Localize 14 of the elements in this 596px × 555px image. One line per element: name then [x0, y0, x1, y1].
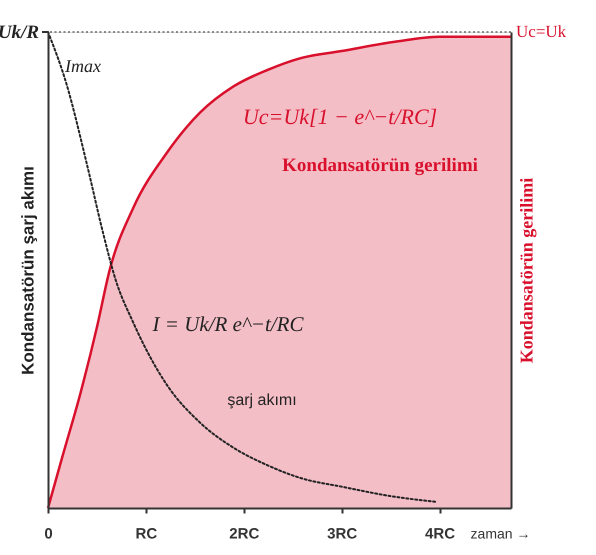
x-tick-label: 0	[44, 526, 53, 542]
series-label: Kondansatörün gerilimi	[282, 155, 478, 176]
y-axis-title: Kondansatörün şarj akımı	[18, 166, 38, 375]
x-axis-title: zaman →	[470, 526, 530, 542]
x-tick-label: 4RC	[425, 526, 456, 542]
annotation: Uc=Uk[1 − e^−t/RC]	[242, 104, 438, 129]
annotation: Imax	[64, 56, 101, 76]
annotation: I = Uk/R e^−t/RC	[152, 312, 304, 336]
y2-axis-title: Kondansatörün gerilimi	[516, 178, 536, 364]
annotation: Uc=Uk	[516, 22, 567, 41]
x-tick-label: 3RC	[327, 526, 358, 542]
series-label: şarj akımı	[227, 392, 297, 409]
x-tick-label: 2RC	[229, 526, 260, 542]
x-tick-label: RC	[136, 526, 158, 542]
